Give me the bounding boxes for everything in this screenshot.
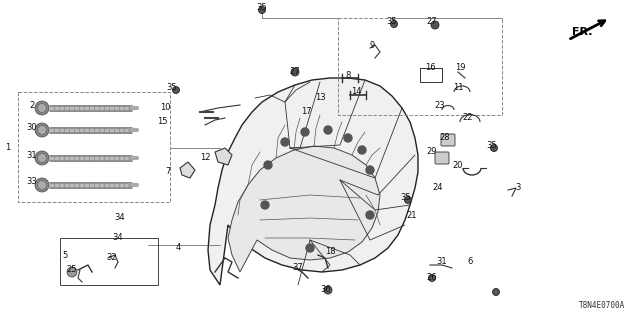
Text: 2: 2	[29, 100, 35, 109]
Circle shape	[358, 146, 366, 154]
Circle shape	[261, 201, 269, 209]
Circle shape	[259, 6, 266, 13]
Circle shape	[404, 196, 412, 204]
Text: 31: 31	[27, 150, 37, 159]
Text: 20: 20	[452, 161, 463, 170]
Circle shape	[490, 145, 497, 151]
Circle shape	[431, 21, 439, 29]
Circle shape	[35, 178, 49, 192]
Text: 25: 25	[67, 266, 77, 275]
Polygon shape	[208, 78, 418, 285]
Text: 19: 19	[455, 63, 465, 73]
Circle shape	[344, 134, 352, 142]
Text: 18: 18	[324, 247, 335, 257]
Text: 28: 28	[440, 133, 451, 142]
Text: 35: 35	[387, 18, 397, 27]
Circle shape	[264, 161, 272, 169]
Polygon shape	[228, 146, 380, 272]
Text: 16: 16	[425, 63, 435, 73]
Text: 35: 35	[166, 84, 177, 92]
FancyBboxPatch shape	[441, 134, 455, 146]
Circle shape	[35, 101, 49, 115]
Bar	[420, 68, 442, 82]
Text: 29: 29	[427, 148, 437, 156]
Text: 31: 31	[436, 258, 447, 267]
Text: 9: 9	[369, 41, 374, 50]
Circle shape	[67, 267, 77, 277]
Text: 34: 34	[115, 213, 125, 222]
Text: 37: 37	[292, 263, 303, 273]
Bar	[60, 238, 158, 285]
Text: 4: 4	[175, 244, 180, 252]
Circle shape	[366, 166, 374, 174]
Polygon shape	[215, 148, 232, 165]
Text: 6: 6	[467, 258, 473, 267]
Text: 12: 12	[200, 154, 211, 163]
Text: 3: 3	[515, 183, 521, 193]
Text: 35: 35	[486, 140, 497, 149]
Text: 23: 23	[435, 100, 445, 109]
Text: 10: 10	[160, 103, 170, 113]
Text: 7: 7	[165, 167, 171, 177]
Bar	[18, 92, 170, 202]
Text: 26: 26	[427, 273, 437, 282]
Circle shape	[390, 20, 397, 28]
Circle shape	[38, 125, 47, 134]
Text: 33: 33	[27, 178, 37, 187]
Text: 8: 8	[346, 70, 351, 79]
Text: 13: 13	[315, 93, 325, 102]
Circle shape	[366, 211, 374, 219]
Circle shape	[38, 180, 47, 189]
Text: 1: 1	[5, 143, 11, 153]
Text: FR.: FR.	[572, 27, 593, 37]
Circle shape	[281, 138, 289, 146]
Text: 14: 14	[351, 87, 361, 97]
Circle shape	[38, 103, 47, 113]
FancyBboxPatch shape	[435, 152, 449, 164]
Text: 11: 11	[452, 84, 463, 92]
Bar	[338, 18, 502, 115]
Text: 15: 15	[157, 117, 167, 126]
Text: 21: 21	[407, 211, 417, 220]
Circle shape	[35, 123, 49, 137]
Text: 27: 27	[427, 18, 437, 27]
Circle shape	[324, 286, 332, 294]
Text: 24: 24	[433, 183, 444, 193]
Circle shape	[301, 128, 309, 136]
Text: 32: 32	[107, 253, 117, 262]
Text: 30: 30	[27, 124, 37, 132]
Text: 5: 5	[62, 251, 68, 260]
Circle shape	[291, 68, 299, 76]
Polygon shape	[180, 162, 195, 178]
Circle shape	[173, 86, 179, 93]
Circle shape	[306, 244, 314, 252]
Circle shape	[35, 151, 49, 165]
Text: 34: 34	[113, 234, 124, 243]
Text: 27: 27	[290, 68, 300, 76]
Text: 22: 22	[463, 114, 473, 123]
Circle shape	[429, 275, 435, 282]
Text: 36: 36	[321, 285, 332, 294]
Circle shape	[324, 126, 332, 134]
Text: 35: 35	[401, 194, 412, 203]
Circle shape	[493, 289, 499, 295]
Text: 35: 35	[257, 4, 268, 12]
Text: T8N4E0700A: T8N4E0700A	[579, 301, 625, 310]
Text: 17: 17	[301, 108, 311, 116]
Circle shape	[38, 154, 47, 163]
